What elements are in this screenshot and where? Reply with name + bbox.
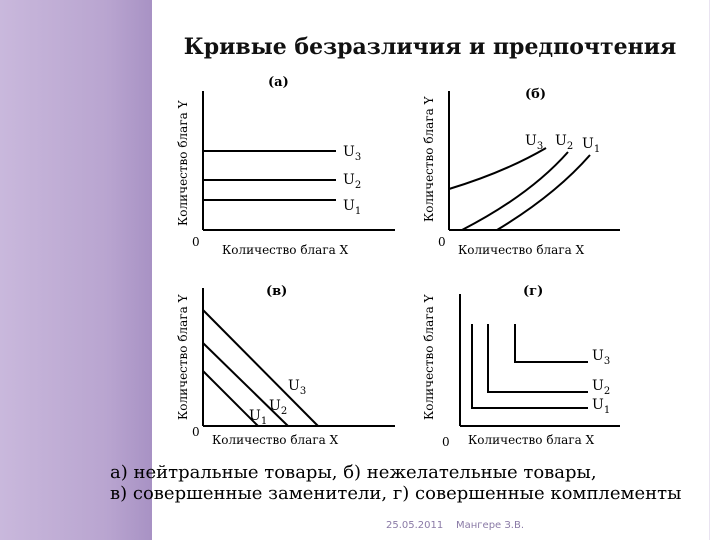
footer-date: 25.05.2011 [386,520,444,531]
panel-b-curve-u2 [461,151,569,231]
panel-c-xlabel: Количество блага X [212,433,339,447]
caption-line-2: в) совершенные заменители, г) совершенны… [110,483,682,504]
panel-a-label: (а) [268,75,289,90]
panel-c-curve-u1 [202,370,259,427]
panel-c-u1-label: U1 [249,408,267,427]
panel-d-curve-u2 [487,324,588,393]
panel-d-xlabel: Количество блага X [468,433,595,447]
panel-a-ylabel: Количество блага Y [176,99,190,226]
panel-a-u2-label: U2 [343,172,361,191]
panel-b-u1-label: U1 [582,136,600,155]
panel-a-xlabel: Количество блага X [222,243,349,257]
panel-a-origin: 0 [192,235,200,249]
panel-c-label: (в) [266,284,287,299]
footer-author: Мангере З.В. [456,520,525,531]
caption-line-1: а) нейтральные товары, б) нежелательные … [110,462,597,483]
slide-title: Кривые безразличия и предпочтения [183,34,677,60]
panel-c-curve-u2 [202,342,289,427]
panel-d-ylabel: Количество блага Y [422,293,436,420]
panel-a-u1-label: U1 [343,198,361,217]
panel-d: (г) Количество блага Y Количество блага … [422,284,620,449]
decorative-side-stripe [0,0,152,540]
panel-b-curve-u1 [496,154,591,231]
panel-c-u3-label: U3 [288,378,306,397]
panel-b-label: (б) [525,87,546,102]
panel-a-u3-label: U3 [343,144,361,163]
panel-b-origin: 0 [438,235,446,249]
panel-d-u3-label: U3 [592,348,610,367]
panel-d-curve-u3 [514,324,588,363]
caption: а) нейтральные товары, б) нежелательные … [110,462,700,504]
panel-d-u2-label: U2 [592,378,610,397]
panel-c-origin: 0 [192,425,200,439]
panel-b-ylabel: Количество блага Y [422,95,436,222]
panel-c-curve-u3 [202,309,319,427]
panel-c-ylabel: Количество блага Y [176,293,190,420]
panel-b-u3-label: U3 [525,133,543,152]
panel-c-u2-label: U2 [269,398,287,417]
panel-a: (а) Количество блага Y Количество блага … [176,75,395,257]
panel-b-curve-u3 [448,147,547,190]
decorative-right-edge [709,0,720,540]
panel-d-u1-label: U1 [592,397,610,416]
panel-b-u2-label: U2 [555,133,573,152]
panel-b: (б) Количество блага Y Количество блага … [422,87,620,257]
panel-d-origin: 0 [442,435,450,449]
panel-d-label: (г) [523,284,543,299]
panel-c: (в) Количество блага Y Количество блага … [176,284,395,447]
panel-b-xlabel: Количество блага X [458,243,585,257]
panel-d-curve-u1 [471,324,588,409]
